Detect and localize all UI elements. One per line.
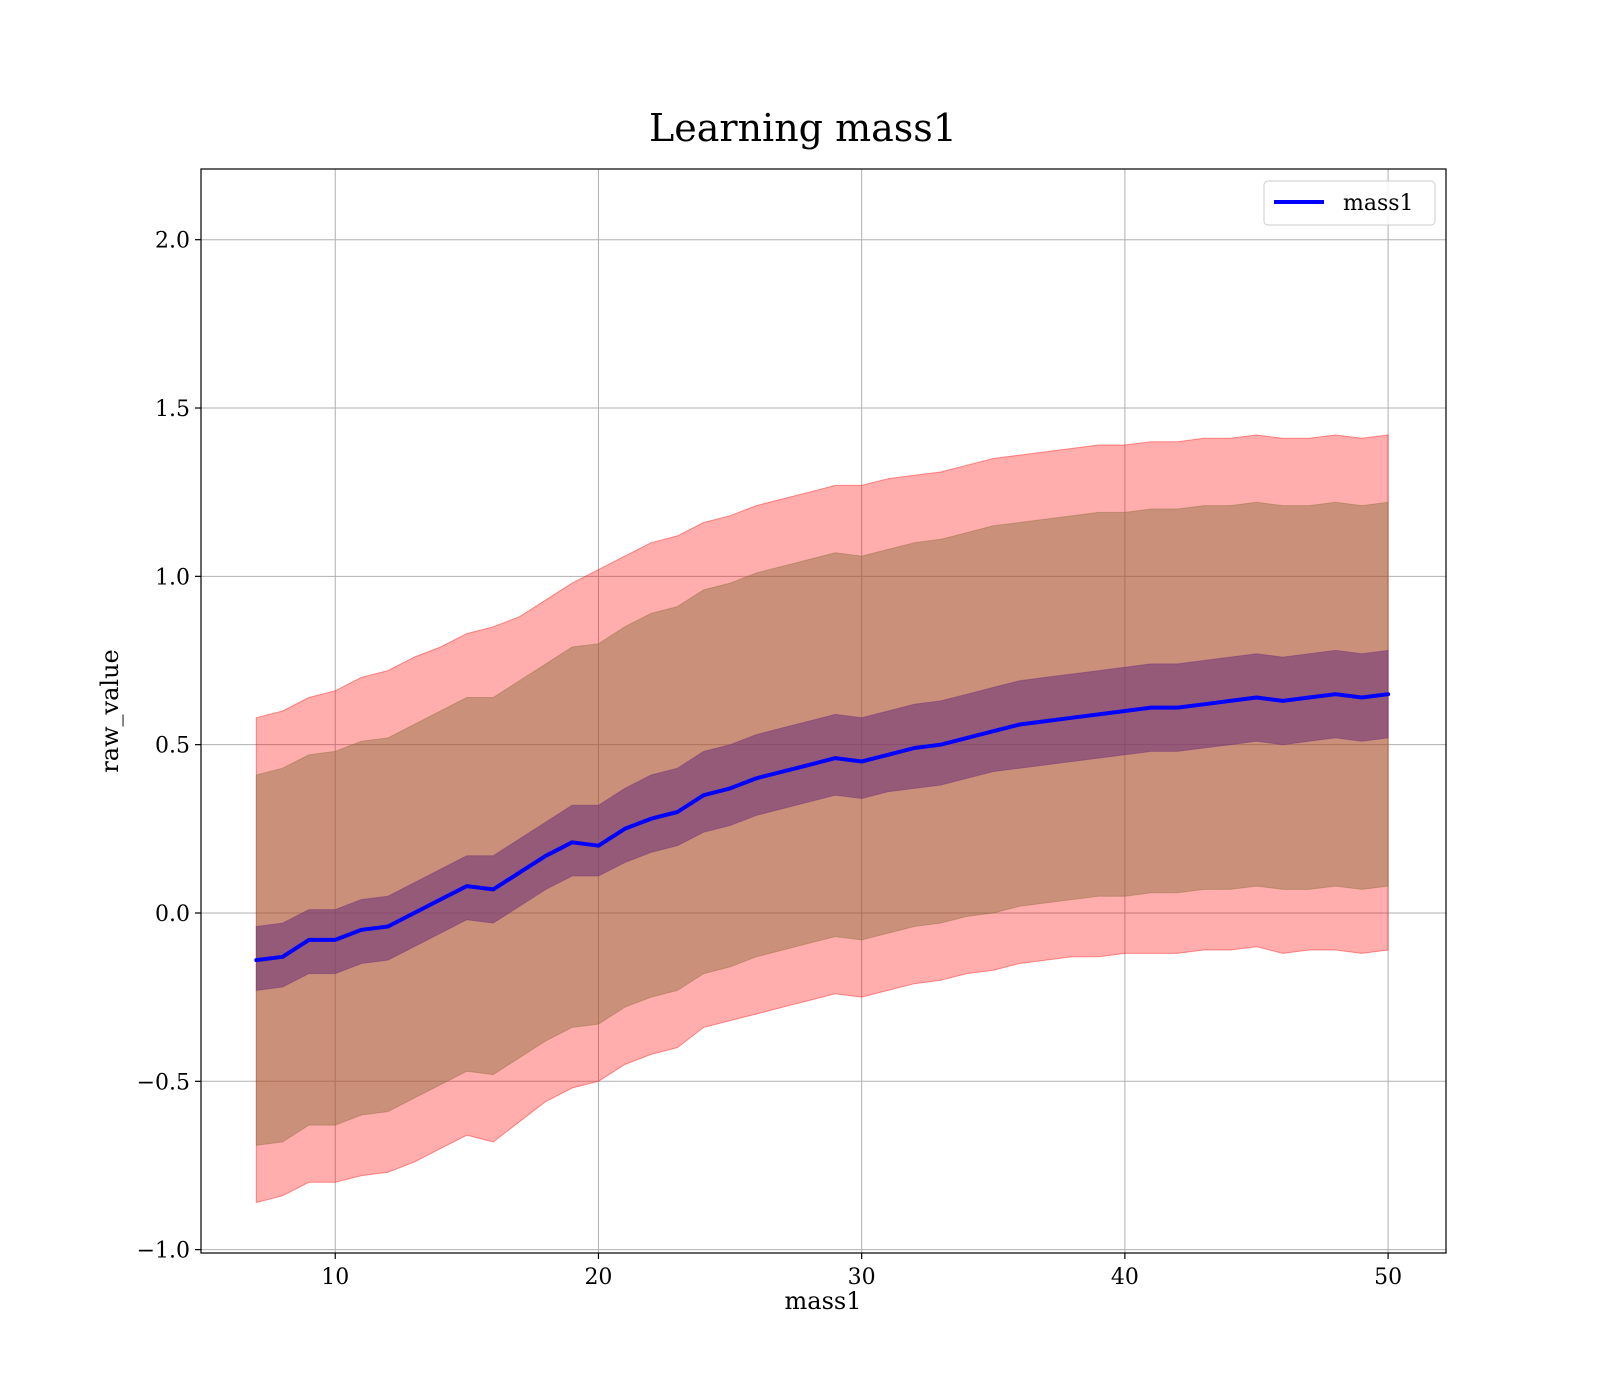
outer-band	[255, 434, 1389, 1204]
legend-entry-mass1: mass1	[1343, 191, 1414, 216]
x-tick-label: 50	[1374, 1265, 1402, 1290]
y-tick-label: −0.5	[137, 1070, 190, 1095]
series-lines	[254, 692, 1391, 963]
y-tick-label: −1.0	[137, 1239, 190, 1264]
legend-frame	[1263, 180, 1436, 226]
x-axis-ticks: 10 20 30 40 50	[321, 1253, 1402, 1290]
y-tick-label: 0.0	[155, 902, 190, 927]
y-tick-label: 0.5	[155, 734, 190, 759]
chart-title: Learning mass1	[649, 106, 957, 150]
y-axis-label: raw_value	[96, 649, 124, 773]
inner-band	[255, 649, 1389, 991]
x-axis-label: mass1	[785, 1287, 862, 1315]
x-tick-label: 20	[584, 1265, 612, 1290]
x-tick-label: 30	[848, 1265, 876, 1290]
confidence-bands	[255, 434, 1389, 1204]
y-tick-label: 2.0	[155, 229, 190, 254]
legend: mass1	[1263, 180, 1436, 226]
x-tick-label: 40	[1111, 1265, 1139, 1290]
y-axis-ticks: −1.0 −0.5 0.0 0.5 1.0 1.5 2.0	[137, 229, 201, 1264]
plot-area-frame	[200, 168, 1447, 1254]
y-tick-label: 1.0	[155, 565, 190, 590]
middle-band	[255, 501, 1389, 1146]
series-line-mass1	[254, 692, 1391, 963]
x-tick-label: 10	[321, 1265, 349, 1290]
y-tick-label: 1.5	[155, 397, 190, 422]
